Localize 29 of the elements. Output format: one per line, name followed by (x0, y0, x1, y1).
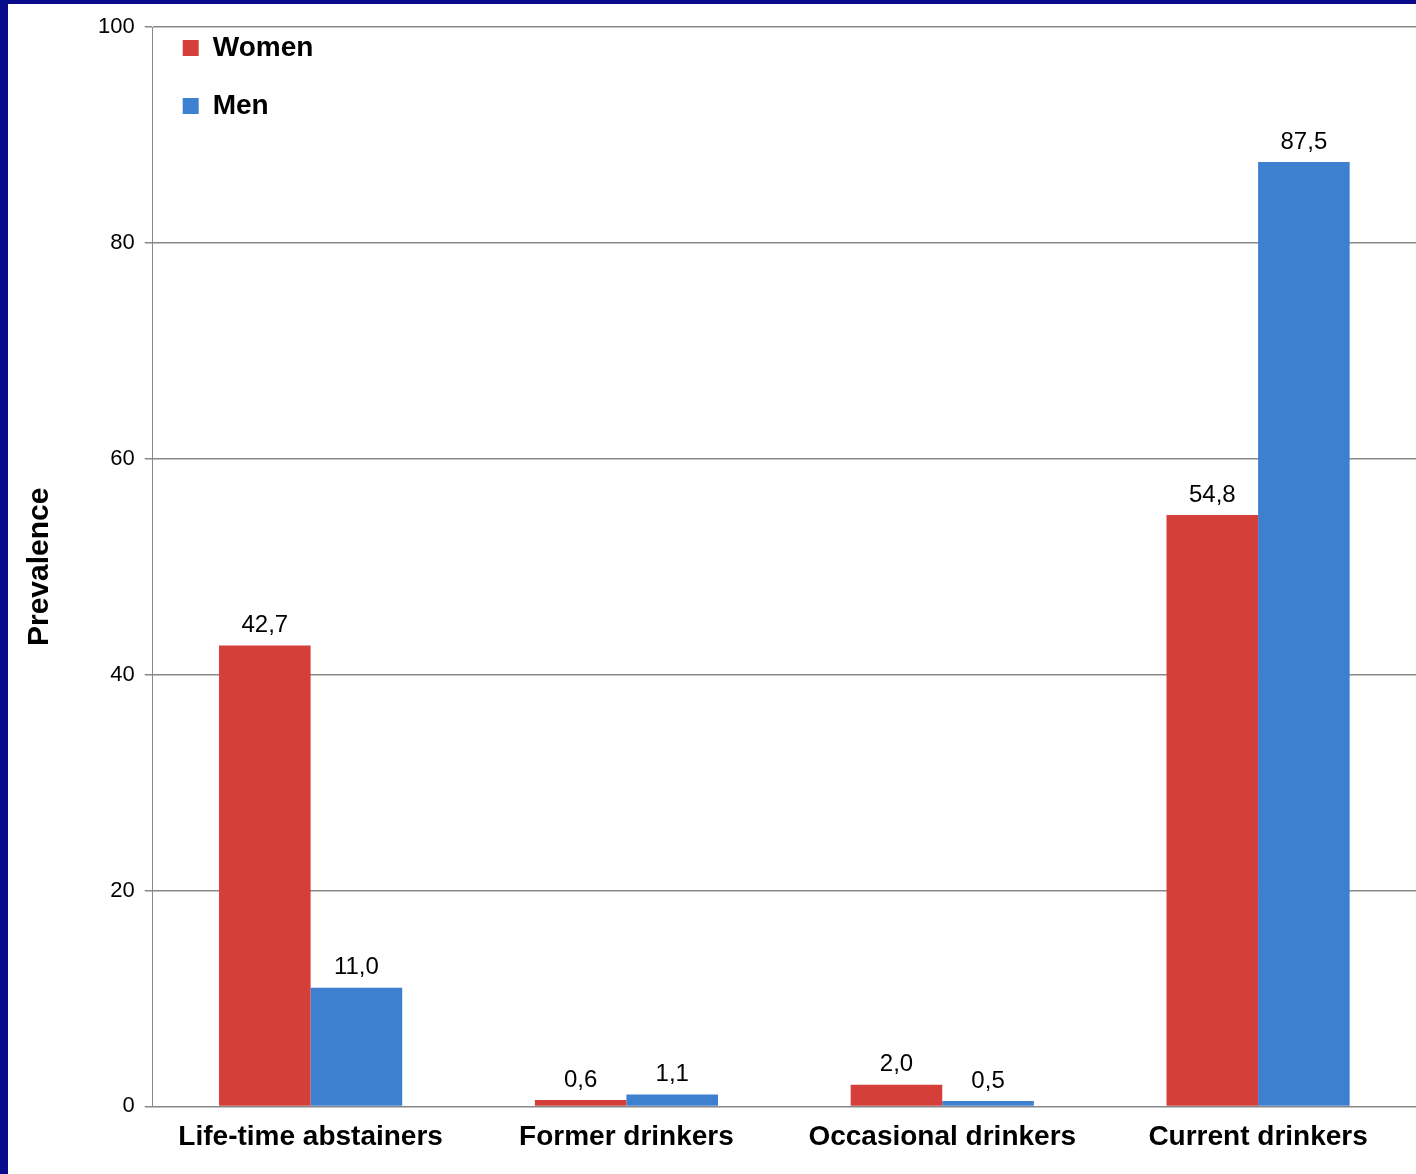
bar (534, 1099, 627, 1106)
data-label: 0,6 (563, 1064, 598, 1092)
x-tick-label: Current drinkers (1148, 1119, 1368, 1151)
bar (219, 645, 311, 1106)
data-label: 0,5 (971, 1065, 1005, 1093)
y-tick-label: 0 (122, 1092, 135, 1118)
x-tick-label: Former drinkers (519, 1119, 734, 1151)
y-tick-label: 80 (110, 229, 135, 255)
data-label: 87,5 (1280, 126, 1328, 154)
legend-label: Men (212, 88, 269, 120)
bar (626, 1094, 719, 1106)
legend-label: Women (212, 30, 314, 62)
y-tick-label: 20 (110, 876, 135, 902)
bar (1258, 162, 1350, 1106)
y-tick-label: 40 (110, 660, 135, 686)
x-tick-label: Occasional drinkers (808, 1119, 1077, 1151)
data-label: 42,7 (241, 610, 289, 638)
bar (942, 1101, 1034, 1106)
y-tick-label: 100 (97, 13, 135, 39)
data-label: 2,0 (879, 1049, 914, 1077)
data-label: 54,8 (1188, 479, 1236, 507)
y-axis-title: Prevalence (21, 487, 55, 647)
bar (1166, 515, 1259, 1106)
data-label: 11,0 (333, 952, 379, 980)
bar (850, 1084, 943, 1106)
data-label: 1,1 (655, 1059, 689, 1087)
bar (310, 987, 403, 1106)
y-tick-label: 60 (110, 444, 135, 470)
x-tick-label: Life-time abstainers (178, 1119, 443, 1151)
